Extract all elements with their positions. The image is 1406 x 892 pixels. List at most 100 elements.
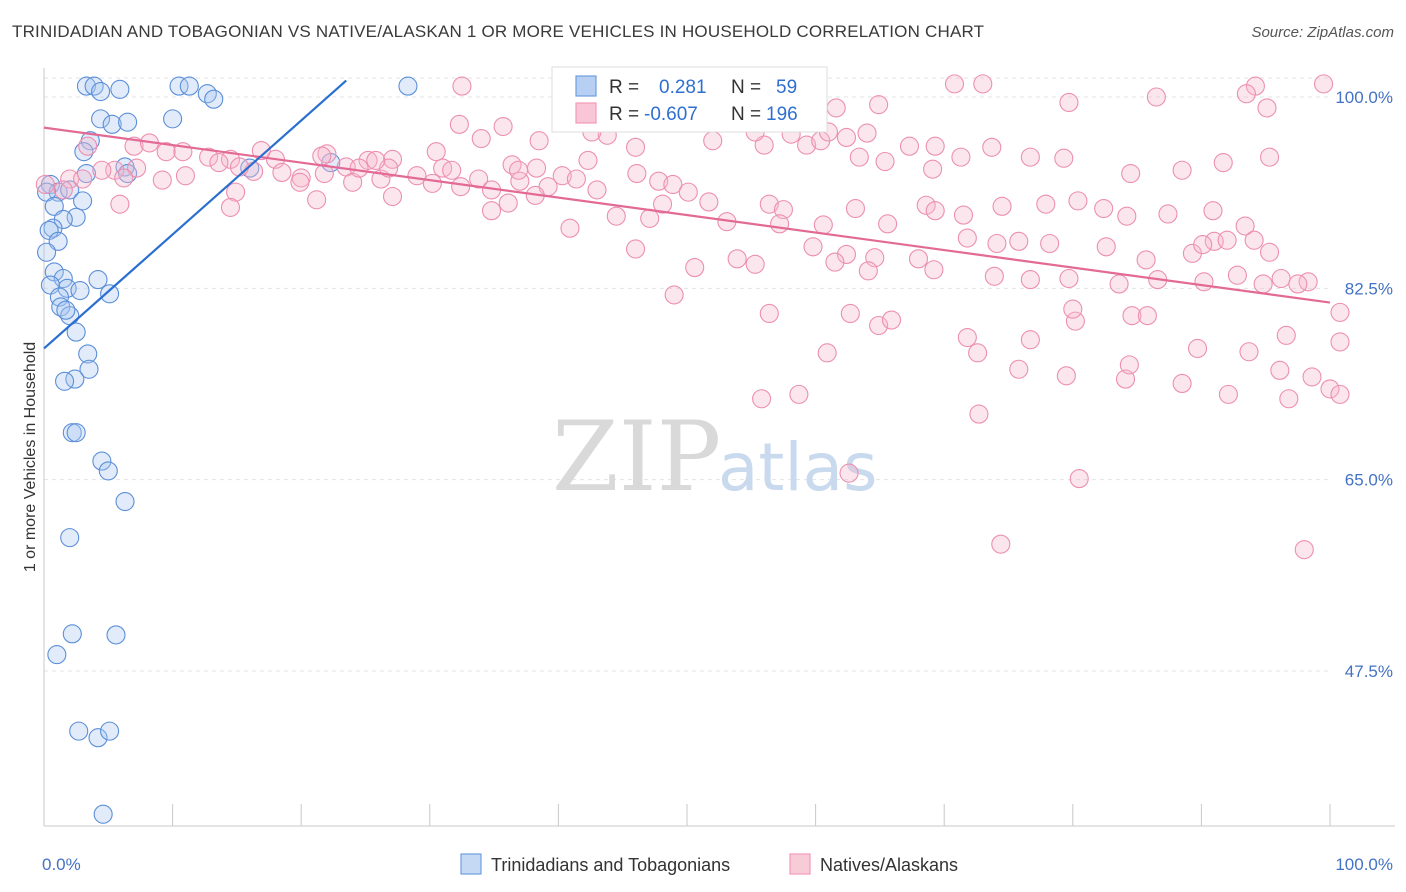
native-point xyxy=(1068,191,1088,211)
native-point xyxy=(1065,311,1085,331)
trinidadian-point xyxy=(80,131,100,151)
native-point xyxy=(836,127,857,148)
native-point xyxy=(916,195,936,215)
native-point xyxy=(626,137,646,157)
native-point xyxy=(349,158,369,178)
trinidadian-point xyxy=(66,423,86,443)
native-point xyxy=(156,142,176,162)
native-point xyxy=(944,74,965,94)
trinidadian-point xyxy=(37,242,57,262)
native-point xyxy=(678,182,698,202)
trinidadian-point xyxy=(115,491,135,512)
trinidadian-point xyxy=(398,76,418,96)
native-point xyxy=(1294,540,1314,560)
native-point xyxy=(1158,204,1178,224)
native-point xyxy=(1115,369,1136,389)
native-point xyxy=(152,170,172,190)
native-point xyxy=(1260,242,1280,262)
watermark-atlas: atlas xyxy=(718,429,878,506)
native-point xyxy=(1063,299,1083,319)
native-point xyxy=(560,218,580,238)
native-point xyxy=(869,315,889,336)
trinidadian-point xyxy=(76,76,96,96)
native-point xyxy=(1187,338,1208,359)
native-point xyxy=(875,151,895,172)
native-point xyxy=(251,141,271,161)
native-point xyxy=(653,194,673,214)
native-point xyxy=(209,153,229,173)
trinidadian-point xyxy=(44,196,64,216)
native-point xyxy=(566,169,586,189)
native-point xyxy=(1096,237,1116,257)
native-point xyxy=(1059,92,1079,113)
native-point xyxy=(953,205,974,225)
legend-swatch-blue xyxy=(575,75,597,97)
native-point xyxy=(226,182,246,202)
native-point xyxy=(797,135,817,155)
trinidadian-point xyxy=(163,109,183,129)
trinidadian-point xyxy=(73,191,93,211)
watermark-zip: ZIP xyxy=(552,401,721,513)
trinidadian-point xyxy=(66,322,86,342)
trinidadian-point xyxy=(93,804,113,824)
native-point xyxy=(469,169,489,189)
native-point xyxy=(826,98,846,118)
native-point xyxy=(498,193,518,213)
native-point xyxy=(627,163,647,184)
trinidadian-point xyxy=(70,280,90,301)
native-point xyxy=(606,206,626,226)
native-point xyxy=(845,198,866,219)
native-point xyxy=(366,150,386,170)
native-point xyxy=(770,214,790,234)
native-point xyxy=(992,196,1012,216)
native-point xyxy=(502,155,522,175)
native-point xyxy=(991,534,1011,554)
legend-n-label-2: N = xyxy=(731,104,761,125)
native-point xyxy=(664,285,684,305)
trinidadian-point xyxy=(98,461,118,481)
native-point xyxy=(773,200,794,220)
native-point xyxy=(442,160,462,180)
native-point xyxy=(451,177,471,197)
trend-line-trinidadian xyxy=(43,79,347,350)
native-point xyxy=(110,194,130,214)
native-point xyxy=(1213,153,1233,173)
native-point xyxy=(1121,163,1141,184)
native-point xyxy=(312,146,332,166)
native-point xyxy=(925,136,945,156)
native-point xyxy=(1253,274,1273,294)
trinidadian-point xyxy=(62,624,82,644)
bottom-legend-swatch-pink xyxy=(789,853,811,875)
native-point xyxy=(220,197,241,217)
native-point xyxy=(1040,233,1060,254)
native-point xyxy=(426,142,446,162)
legend-top: R = 0.281 N = 59 R = -0.607 N = 196 xyxy=(551,66,828,133)
bottom-legend-label-native: Natives/Alaskans xyxy=(820,855,958,875)
native-point xyxy=(1235,216,1255,236)
legend-top-box xyxy=(551,66,828,133)
y-tick-label: 65.0% xyxy=(1345,471,1393,490)
trinidadian-point xyxy=(102,114,122,134)
native-point xyxy=(982,137,1002,157)
source-label: Source: ZipAtlas.com xyxy=(1251,24,1394,41)
native-point xyxy=(813,215,833,235)
x-tick-label-end: 100.0% xyxy=(1335,855,1393,874)
native-point xyxy=(825,252,845,272)
native-point xyxy=(1069,469,1089,489)
trinidadian-point xyxy=(118,112,138,132)
y-axis-label: 1 or more Vehicles in Household xyxy=(22,342,39,572)
trinidadian-point xyxy=(179,76,199,96)
native-point xyxy=(587,180,607,200)
native-point xyxy=(951,147,971,167)
native-point xyxy=(803,237,823,257)
native-point xyxy=(1227,265,1247,285)
native-point xyxy=(1239,342,1259,362)
series-trinidadian-points xyxy=(37,76,418,824)
native-point xyxy=(663,174,683,195)
native-point xyxy=(1122,306,1142,326)
native-point xyxy=(124,136,144,156)
native-point xyxy=(1302,367,1322,387)
native-point xyxy=(1109,274,1129,294)
native-point xyxy=(1036,194,1056,214)
native-point xyxy=(1260,147,1280,167)
